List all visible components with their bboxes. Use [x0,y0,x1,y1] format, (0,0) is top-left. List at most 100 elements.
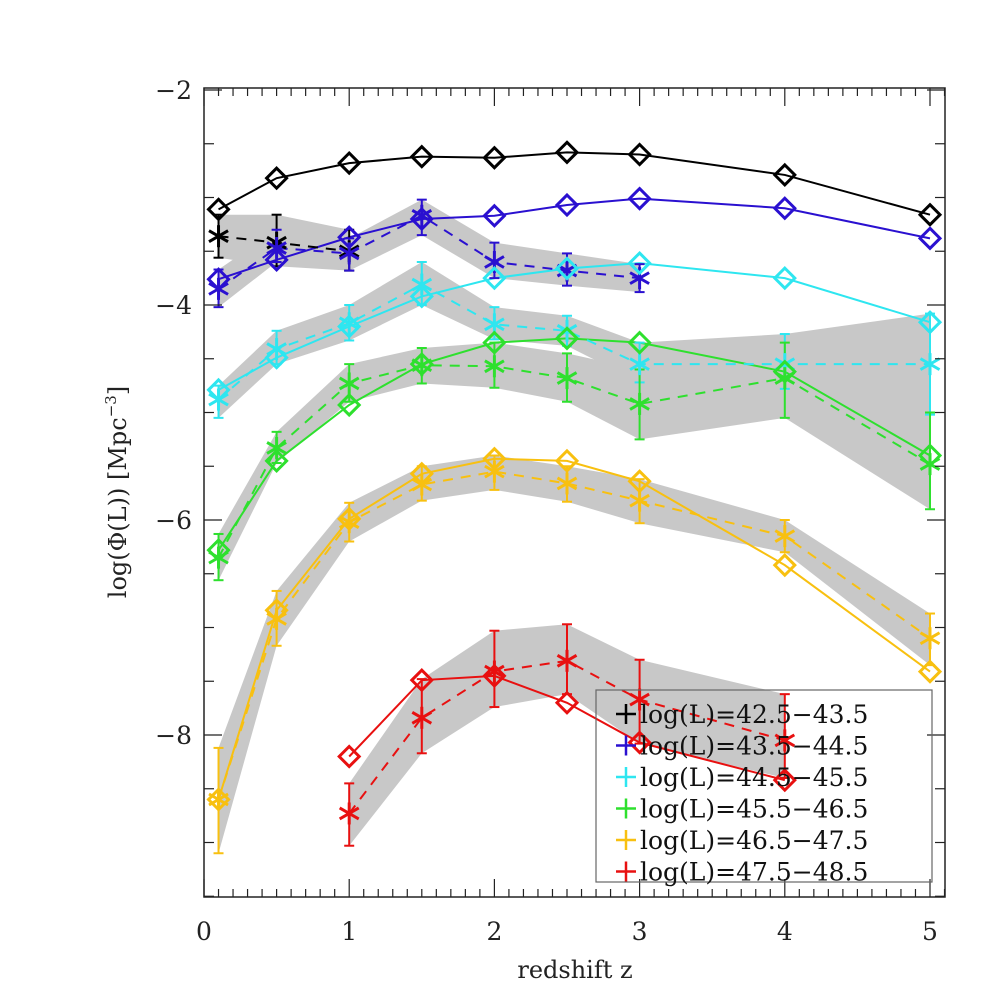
model-line [218,151,931,216]
legend-box [595,689,933,883]
error-band [218,199,640,308]
axes: 0 1 2 3 4 5 −8 −6 −4 −2 redshift z log(Φ(L)) [Mpc… [102,76,946,984]
model-diamond-marker [554,192,580,218]
model-diamond-marker [627,142,652,167]
y-axis-title-close: ] [104,386,132,395]
legend-label: log(L)=44.5−45.5 [640,763,868,792]
model-diamond-marker [554,326,580,351]
x-axis-title: redshift z [517,956,632,984]
asterisk-stroke [774,529,796,543]
legend-label: log(L)=47.5−48.5 [640,858,868,887]
data-asterisk-marker [338,312,360,335]
model-diamond-marker [482,330,507,355]
asterisk-stroke [266,441,287,455]
data-asterisk-marker [208,388,229,411]
data-asterisk-marker [629,489,650,512]
error-band [349,624,785,846]
data-asterisk-marker [208,225,229,248]
legend-label: log(L)=46.5−47.5 [640,826,868,855]
model-diamond-marker [554,140,580,165]
y-tick-label: −2 [155,76,192,105]
model-diamond-marker [772,768,797,793]
legend-item: log(L)=47.5−48.5 [616,858,868,887]
legend-item: log(L)=45.5−46.5 [616,795,868,824]
data-asterisk-marker [556,649,578,672]
asterisk-stroke [411,358,433,372]
asterisk-stroke [208,550,229,565]
asterisk-stroke [774,371,796,385]
model-diamond-marker [627,730,652,755]
asterisk-stroke [411,277,433,292]
model-diamond-marker [482,203,507,228]
model-diamond-marker [772,553,797,578]
data-asterisk-marker [774,729,796,752]
asterisk-stroke [266,612,287,626]
model-diamond-marker [917,202,943,227]
x-tick-label: 2 [486,917,502,946]
model-line [348,674,786,782]
y-axis-title-main: log(Φ(L)) [Mpc [104,417,132,598]
asterisk-stroke [484,664,505,679]
model-diamond-marker [554,256,580,281]
model-diamond-marker [917,659,943,684]
model-diamond-marker [337,744,362,769]
asterisk-stroke [774,733,796,748]
data-asterisk-marker [919,453,941,476]
data-asterisk-marker [338,242,360,265]
asterisk-stroke [411,208,433,223]
model-diamond-marker [337,392,362,418]
asterisk-stroke [556,654,578,668]
legend: log(L)=42.5−43.5log(L)=43.5−44.5log(L)=4… [595,689,933,887]
legend-item: log(L)=44.5−45.5 [616,763,868,792]
data-asterisk-marker [484,460,505,483]
y-axis-title: log(Φ(L)) [Mpc−3] [102,386,132,598]
model-diamond-marker [772,196,797,221]
y-tick-label: −4 [155,291,192,320]
asterisk-stroke [629,692,650,707]
asterisk-stroke [411,711,433,725]
asterisk-stroke [484,255,505,269]
data-asterisk-marker [338,802,360,825]
data-asterisk-marker [774,367,796,390]
asterisk-stroke [629,271,650,285]
model-diamond-marker [337,150,362,176]
x-tick-label: 4 [777,917,793,946]
model-diamond-marker [627,250,652,276]
data-asterisk-marker [484,660,505,683]
data-asterisk-marker [338,372,360,395]
y-tick-label: −8 [155,721,192,750]
model-diamond-marker [337,314,362,339]
model-line [218,197,931,281]
asterisk-stroke [556,476,578,491]
legend-item: log(L)=42.5−43.5 [616,700,868,729]
asterisk-stroke [484,359,505,374]
asterisk-stroke [556,263,578,278]
model-diamond-marker [917,310,943,335]
model-diamond-marker [627,330,652,355]
asterisk-stroke [338,316,360,331]
asterisk-stroke [338,246,360,261]
model-diamond-marker [409,668,434,693]
model-diamond-marker [264,448,289,473]
data-asterisk-marker [266,338,287,361]
model-diamond-marker [482,266,507,291]
legend-item: log(L)=43.5−44.5 [616,732,868,761]
model-diamond-marker [554,448,580,473]
data-asterisk-marker [556,472,578,495]
data-asterisk-marker [556,367,578,390]
asterisk-stroke [629,493,650,508]
markers [206,140,943,825]
asterisk-stroke [208,229,229,243]
model-diamond-marker [264,166,289,191]
data-asterisk-marker [629,392,650,415]
data-asterisk-marker [411,473,433,496]
model-diamond-marker [917,226,943,251]
model-diamond-marker [772,162,797,188]
x-tick-label: 3 [632,917,648,946]
data-line [348,659,786,815]
model-diamond-marker [264,247,289,272]
y-axis-title-sup: −3 [102,395,120,417]
data-asterisk-marker [266,237,287,260]
x-tick-label: 5 [922,917,938,946]
